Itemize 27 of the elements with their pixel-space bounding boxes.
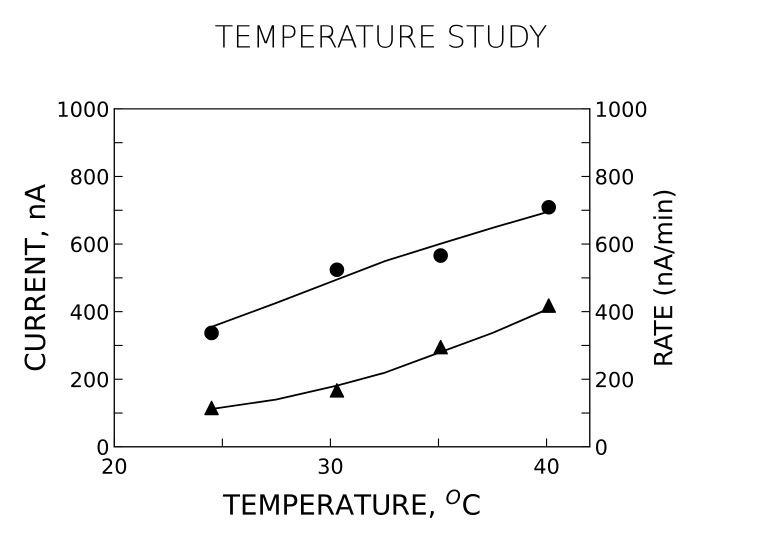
x-tick-label: 20 [102, 458, 126, 474]
y-tick-label: 600 [71, 236, 108, 252]
point [541, 200, 556, 215]
y2-axis-title: RATE (nA/min) [653, 190, 676, 365]
point [330, 383, 344, 398]
y2-tick-label: 600 [596, 236, 634, 252]
y-tick-label: 1000 [58, 101, 108, 118]
y2-tick-label: 0 [596, 439, 607, 456]
point [433, 340, 448, 354]
y-axis-title: CURRENT, nA [24, 184, 48, 370]
y-tick-label: 400 [70, 304, 108, 320]
y2-tick-label: 1000 [596, 101, 646, 118]
point [204, 326, 219, 340]
y2-tick-label: 800 [596, 168, 634, 185]
point [541, 298, 556, 313]
x-tick-label: 40 [534, 458, 558, 474]
point [433, 248, 448, 263]
y-tick-label: 800 [71, 168, 108, 185]
y2-tick-label: 200 [596, 372, 634, 388]
y2-tick-label: 400 [596, 304, 634, 320]
point [204, 400, 219, 416]
y-tick-label: 0 [98, 439, 108, 456]
chart-title: TEMPERATURE STUDY [215, 24, 547, 48]
x-tick-label: 30 [318, 458, 342, 474]
x-axis-title: TEMPERATURE, $^{O}$C [222, 490, 480, 518]
point [330, 262, 344, 278]
y-tick-label: 200 [71, 372, 108, 388]
